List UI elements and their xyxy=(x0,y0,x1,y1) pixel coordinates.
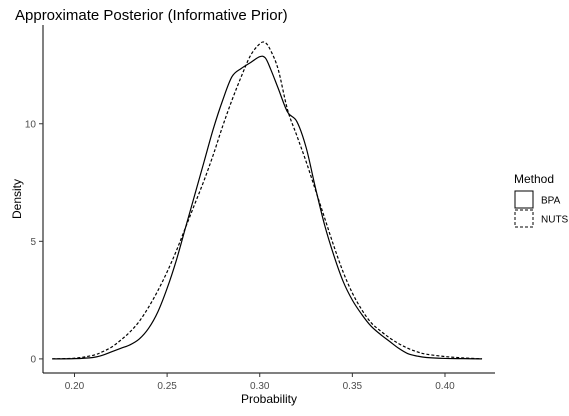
legend-key-nuts xyxy=(514,209,534,228)
x-tick-label: 0.30 xyxy=(250,381,270,392)
chart-title: Approximate Posterior (Informative Prior… xyxy=(15,7,288,24)
y-axis-ticks: 0 5 10 xyxy=(25,119,43,365)
x-axis-label: Probability xyxy=(241,392,297,406)
legend: Method BPA NUTS xyxy=(514,172,569,228)
y-tick-label: 10 xyxy=(25,119,37,130)
x-tick-label: 0.20 xyxy=(65,381,85,392)
series-line-nuts xyxy=(52,41,483,360)
legend-entries: BPA NUTS xyxy=(514,190,569,228)
x-tick-label: 0.40 xyxy=(435,381,455,392)
legend-label-nuts: NUTS xyxy=(541,215,569,226)
series-line-bpa xyxy=(52,55,483,360)
y-tick-label: 0 xyxy=(30,354,36,365)
legend-title: Method xyxy=(514,172,554,186)
legend-label-bpa: BPA xyxy=(541,196,561,207)
x-tick-label: 0.25 xyxy=(157,381,177,392)
legend-key-bpa xyxy=(514,190,534,209)
y-axis-label: Density xyxy=(10,179,24,219)
plot-area xyxy=(52,41,483,360)
x-tick-label: 0.35 xyxy=(343,381,363,392)
y-tick-label: 5 xyxy=(30,237,36,248)
x-axis-ticks: 0.20 0.25 0.30 0.35 0.40 xyxy=(65,373,455,392)
